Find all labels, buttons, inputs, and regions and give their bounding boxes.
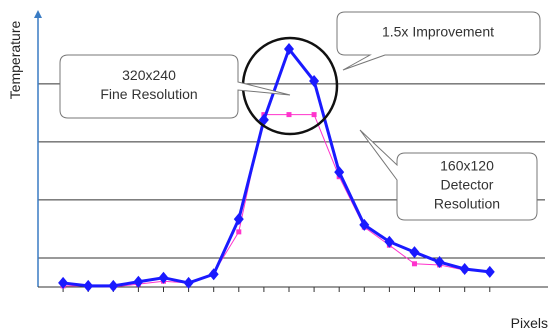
- point: [434, 256, 445, 269]
- callout-box: [359, 129, 538, 221]
- annotation-text: Fine Resolution: [100, 86, 197, 102]
- annotation-text: 1.5x Improvement: [382, 24, 494, 40]
- point: [384, 235, 395, 248]
- series-group: [58, 43, 495, 292]
- point: [183, 276, 194, 289]
- point: [459, 263, 470, 276]
- point: [311, 112, 317, 118]
- annotation-text: Detector: [441, 177, 494, 193]
- series-line: [63, 114, 490, 288]
- point: [108, 279, 119, 292]
- y-axis-label: Temperature: [7, 20, 23, 99]
- annotation-text: Resolution: [434, 196, 500, 212]
- point: [233, 213, 244, 226]
- point: [283, 43, 294, 56]
- point: [236, 229, 242, 235]
- point: [58, 276, 69, 289]
- callout-box: [59, 54, 291, 119]
- callout-box: [336, 11, 541, 71]
- point: [334, 166, 345, 179]
- annotation-text: 320x240: [122, 67, 176, 83]
- y-axis-arrow: [34, 10, 42, 18]
- annotation-text: 160x120: [440, 158, 494, 174]
- point: [208, 268, 219, 281]
- x-axis-label: Pixels: [511, 315, 548, 331]
- annotations: 320x240 Fine Resolution 1.5x Improvement 16…: [59, 11, 541, 221]
- point: [158, 271, 169, 284]
- point: [359, 218, 370, 231]
- point: [83, 279, 94, 292]
- point: [133, 275, 144, 288]
- point: [411, 261, 417, 267]
- point: [409, 246, 420, 259]
- point: [286, 112, 292, 118]
- point: [309, 74, 320, 87]
- point: [484, 265, 495, 278]
